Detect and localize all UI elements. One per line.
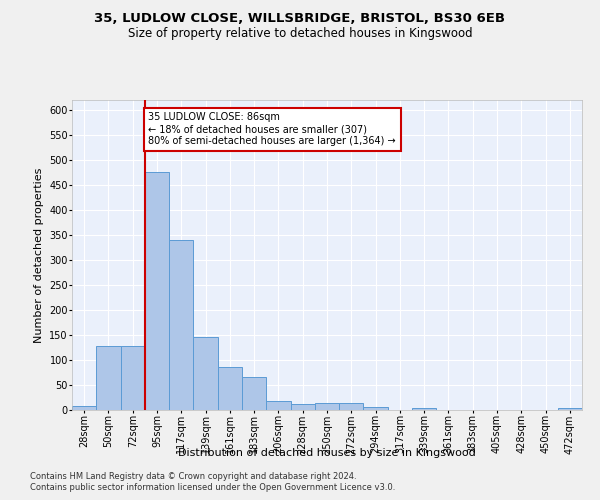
Text: 35 LUDLOW CLOSE: 86sqm
← 18% of detached houses are smaller (307)
80% of semi-de: 35 LUDLOW CLOSE: 86sqm ← 18% of detached… xyxy=(149,112,396,146)
Bar xyxy=(364,406,388,410)
Bar xyxy=(412,408,436,410)
Bar xyxy=(218,367,242,410)
Text: Contains public sector information licensed under the Open Government Licence v3: Contains public sector information licen… xyxy=(30,484,395,492)
Bar xyxy=(290,404,315,410)
Bar xyxy=(315,402,339,410)
Bar xyxy=(72,406,96,410)
Bar xyxy=(145,172,169,410)
Bar xyxy=(169,240,193,410)
Text: 35, LUDLOW CLOSE, WILLSBRIDGE, BRISTOL, BS30 6EB: 35, LUDLOW CLOSE, WILLSBRIDGE, BRISTOL, … xyxy=(95,12,505,26)
Bar xyxy=(242,376,266,410)
Bar xyxy=(558,408,582,410)
Text: Distribution of detached houses by size in Kingswood: Distribution of detached houses by size … xyxy=(178,448,476,458)
Bar xyxy=(121,346,145,410)
Bar xyxy=(339,402,364,410)
Text: Contains HM Land Registry data © Crown copyright and database right 2024.: Contains HM Land Registry data © Crown c… xyxy=(30,472,356,481)
Text: Size of property relative to detached houses in Kingswood: Size of property relative to detached ho… xyxy=(128,28,472,40)
Y-axis label: Number of detached properties: Number of detached properties xyxy=(34,168,44,342)
Bar xyxy=(96,346,121,410)
Bar xyxy=(266,400,290,410)
Bar xyxy=(193,337,218,410)
